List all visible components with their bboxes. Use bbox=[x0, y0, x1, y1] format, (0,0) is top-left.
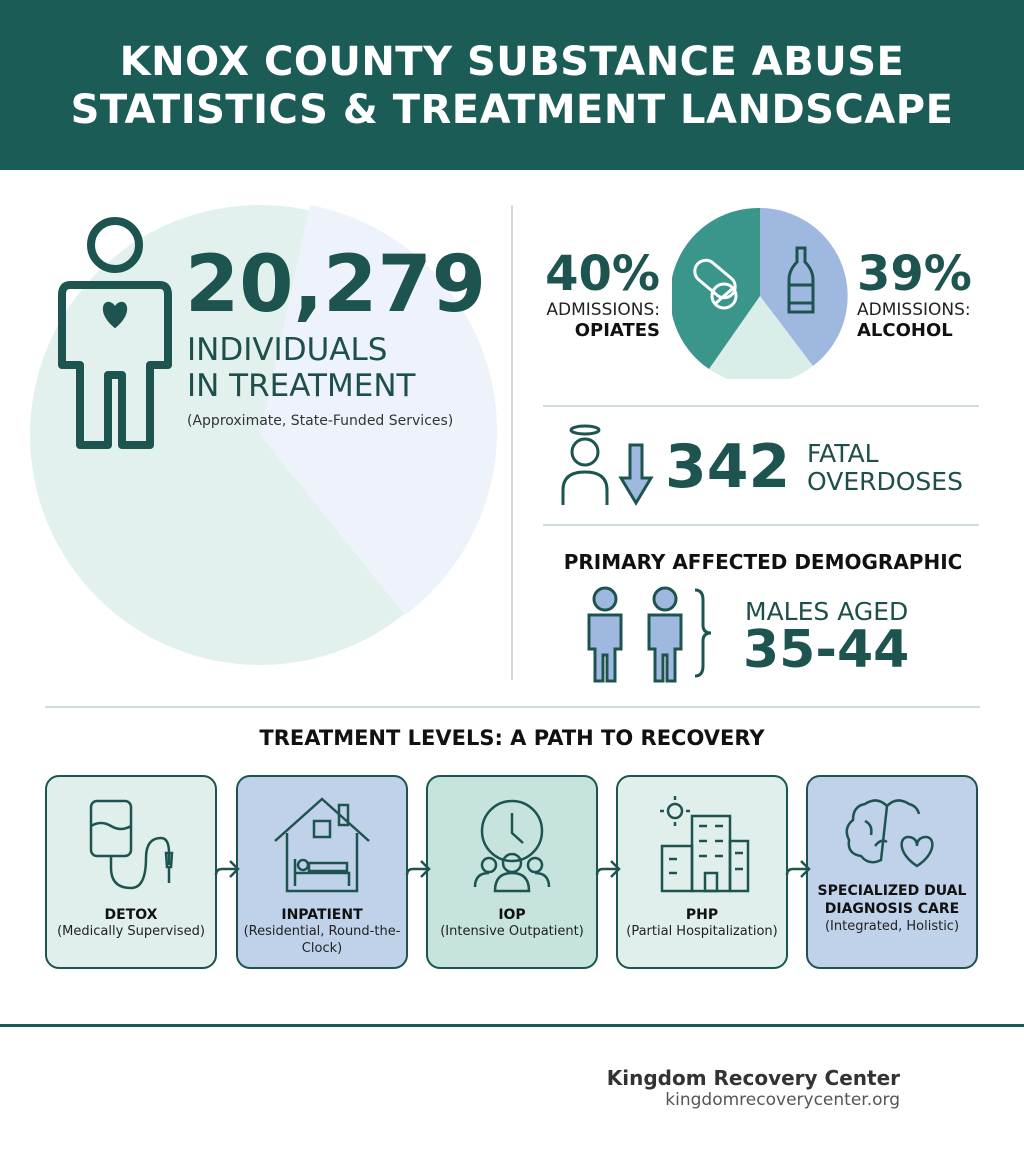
footer-url[interactable]: kingdomrecoverycenter.org bbox=[665, 1090, 900, 1110]
treatment-note: (Approximate, State-Funded Services) bbox=[187, 413, 454, 429]
arrow-right-icon bbox=[595, 860, 621, 878]
treatment-label-line1: INDIVIDUALS bbox=[187, 332, 388, 368]
pie-slice-other bbox=[709, 296, 813, 379]
angel-down-arrow-icon bbox=[561, 424, 654, 506]
level-desc: (Integrated, Holistic) bbox=[824, 919, 960, 934]
divider bbox=[543, 405, 979, 407]
title-line-1: KNOX COUNTY SUBSTANCE ABUSE bbox=[119, 39, 905, 85]
level-title: INPATIENT bbox=[281, 907, 363, 923]
level-desc: (Intensive Outpatient) bbox=[440, 924, 584, 939]
clock-group-icon bbox=[473, 799, 551, 893]
opiates-substance: OPIATES bbox=[574, 320, 660, 341]
alcohol-substance: ALCOHOL bbox=[857, 320, 953, 341]
arrow-right-icon bbox=[214, 860, 240, 878]
treatment-label-line2: IN TREATMENT bbox=[187, 368, 416, 404]
pills-icon bbox=[693, 258, 738, 310]
alcohol-percent: 39% bbox=[857, 246, 972, 302]
demographic-label: MALES AGED bbox=[745, 597, 909, 626]
house-bed-icon bbox=[274, 797, 370, 893]
overdose-label-line2: OVERDOSES bbox=[807, 467, 963, 496]
divider bbox=[45, 706, 980, 708]
opiates-label: ADMISSIONS: bbox=[546, 300, 660, 320]
two-males-icon bbox=[587, 586, 712, 683]
footer-brand: Kingdom Recovery Center bbox=[606, 1066, 900, 1090]
hospital-icon bbox=[660, 796, 750, 893]
person-heart-icon bbox=[58, 217, 172, 449]
treatment-count: 20,279 bbox=[185, 240, 486, 330]
iv-bag-icon bbox=[89, 799, 174, 890]
level-card-iop: IOP (Intensive Outpatient) bbox=[426, 775, 598, 969]
level-card-inpatient: INPATIENT (Residential, Round-the-Clock) bbox=[236, 775, 408, 969]
overdose-count: 342 bbox=[665, 432, 791, 502]
level-card-detox: DETOX (Medically Supervised) bbox=[45, 775, 217, 969]
level-card-dual-diagnosis: SPECIALIZED DUAL DIAGNOSIS CARE (Integra… bbox=[806, 775, 978, 969]
header-banner: KNOX COUNTY SUBSTANCE ABUSE STATISTICS &… bbox=[0, 0, 1024, 170]
demographic-heading: PRIMARY AFFECTED DEMOGRAPHIC bbox=[563, 550, 963, 574]
background-pie-graphic bbox=[30, 205, 498, 665]
opiates-percent: 40% bbox=[545, 246, 660, 302]
level-title: IOP bbox=[498, 907, 526, 923]
alcohol-label: ADMISSIONS: bbox=[857, 300, 971, 320]
brain-heart-icon bbox=[845, 799, 934, 868]
level-title: DETOX bbox=[104, 907, 158, 923]
level-desc: (Partial Hospitalization) bbox=[626, 924, 778, 939]
bottle-icon bbox=[787, 246, 815, 314]
level-title: PHP bbox=[685, 907, 719, 923]
level-card-php: PHP (Partial Hospitalization) bbox=[616, 775, 788, 969]
vertical-divider bbox=[511, 205, 513, 680]
divider bbox=[543, 524, 979, 526]
admissions-pie-chart bbox=[672, 207, 848, 379]
overdose-label-line1: FATAL bbox=[807, 439, 879, 468]
level-title: SPECIALIZED DUAL DIAGNOSIS CARE bbox=[817, 883, 967, 917]
level-desc: (Residential, Round-the-Clock) bbox=[243, 924, 401, 956]
level-desc: (Medically Supervised) bbox=[57, 924, 205, 939]
arrow-right-icon bbox=[405, 860, 431, 878]
demographic-range: 35-44 bbox=[743, 620, 910, 680]
arrow-right-icon bbox=[785, 860, 811, 878]
levels-heading: TREATMENT LEVELS: A PATH TO RECOVERY bbox=[259, 726, 765, 750]
footer-divider bbox=[0, 1024, 1024, 1027]
title-line-2: STATISTICS & TREATMENT LANDSCAPE bbox=[70, 87, 954, 133]
pie-slice-alcohol bbox=[760, 208, 848, 366]
